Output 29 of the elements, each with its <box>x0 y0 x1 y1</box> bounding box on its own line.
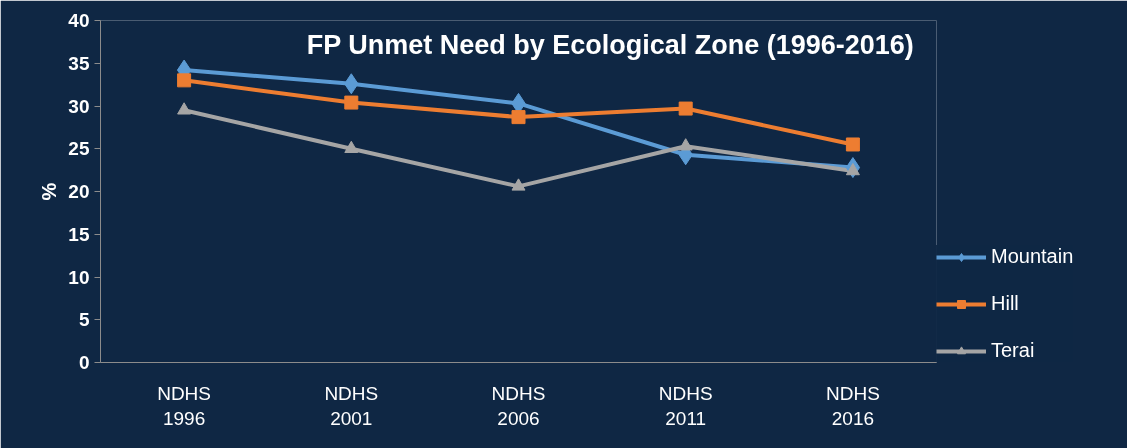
point <box>511 178 526 191</box>
y-tick-label: 30 <box>68 95 90 117</box>
x-tick-label: NDHS 1996 <box>157 382 212 429</box>
point <box>511 110 526 125</box>
y-tick-label: 40 <box>68 10 90 31</box>
point <box>845 137 860 152</box>
point <box>344 140 359 153</box>
x-tick-label: NDHS 2016 <box>825 382 880 429</box>
y-tick-label: 10 <box>68 266 90 288</box>
x-tick-label: NDHS 2011 <box>658 382 713 429</box>
y-tick-label: 5 <box>78 309 90 331</box>
point <box>678 101 693 116</box>
legend-label: Mountain <box>991 245 1074 268</box>
chart-title: FP Unmet Need by Ecological Zone (1996-2016) <box>306 29 914 60</box>
point <box>344 95 359 110</box>
y-tick-label: 15 <box>68 223 90 245</box>
legend-label: Hill <box>991 292 1019 315</box>
point <box>177 73 192 88</box>
y-tick-label: 25 <box>68 138 90 160</box>
legend-label: Terai <box>991 339 1035 362</box>
point <box>177 102 192 115</box>
y-tick-label: 20 <box>68 181 90 202</box>
y-tick-label: 35 <box>68 52 90 74</box>
x-tick-label: NDHS 2006 <box>491 382 546 429</box>
y-axis-title: % <box>38 182 61 201</box>
point <box>678 138 693 151</box>
y-tick-label: 0 <box>78 352 90 373</box>
point <box>845 162 860 176</box>
x-tick-label: NDHS 2001 <box>324 382 379 429</box>
